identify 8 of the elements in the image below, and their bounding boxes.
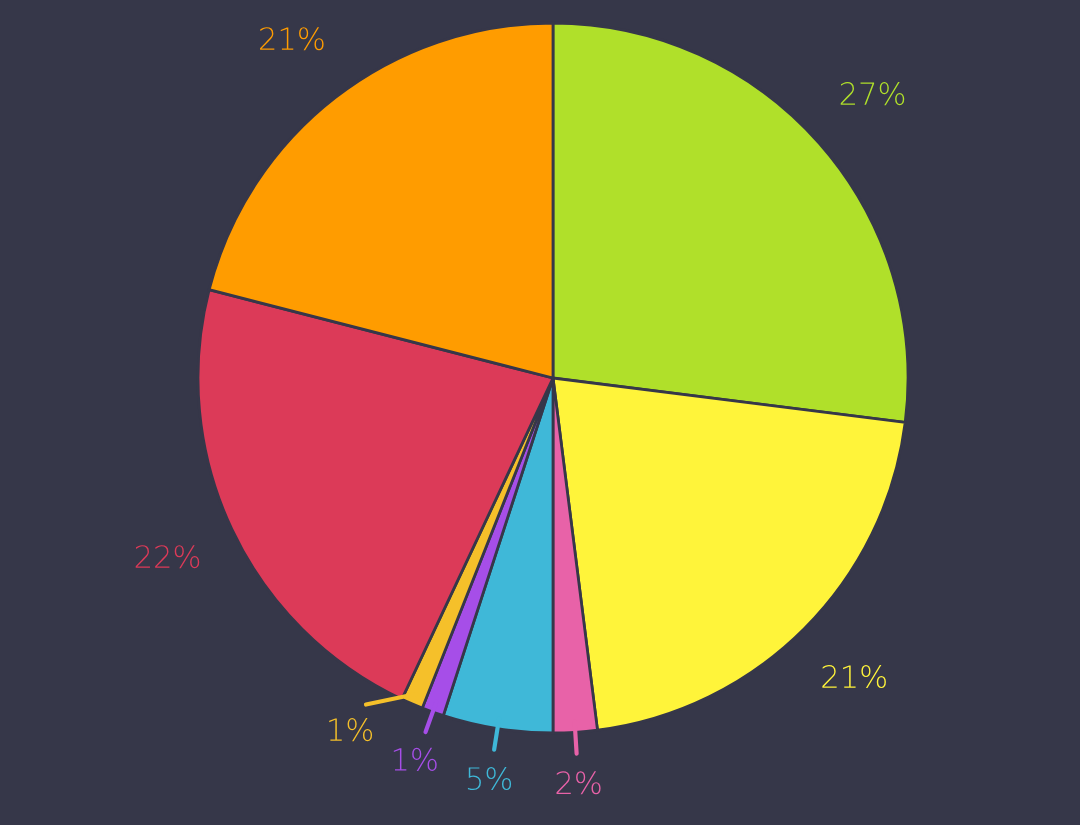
data-label: 27% bbox=[840, 82, 905, 106]
data-label: 1% bbox=[393, 747, 437, 771]
data-label: 2% bbox=[556, 771, 601, 795]
data-label: 22% bbox=[135, 545, 200, 569]
data-label: 21% bbox=[822, 664, 886, 689]
data-label: 1% bbox=[329, 718, 373, 742]
data-label: 21% bbox=[260, 27, 324, 51]
data-label: 5% bbox=[467, 766, 512, 791]
